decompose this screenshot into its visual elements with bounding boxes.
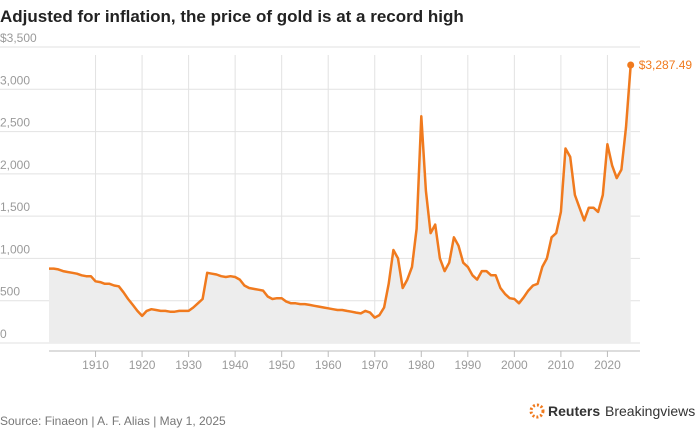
x-tick-label: 2020	[594, 358, 621, 372]
value-label: $3,287.49	[639, 58, 693, 72]
source: Source: Finaeon | A. F. Alias | May 1, 2…	[0, 414, 226, 428]
logo-icon	[529, 403, 545, 419]
y-tick-label: 1,500	[0, 200, 30, 214]
chart-title: Adjusted for inflation, the price of gol…	[0, 7, 464, 26]
x-tick-label: 1940	[222, 358, 249, 372]
x-tick-label: 1970	[361, 358, 388, 372]
end-point	[627, 61, 635, 69]
x-tick-label: 1980	[408, 358, 435, 372]
line	[49, 64, 632, 319]
x-tick-label: 1960	[315, 358, 342, 372]
x-tick-label: 1950	[268, 358, 295, 372]
logo-product: Breakingviews	[605, 403, 695, 419]
y-tick-label: 0	[0, 327, 7, 341]
y-tick-label: 3,000	[0, 73, 30, 87]
x-tick-label: 1930	[175, 358, 202, 372]
x-tick-label: 2010	[548, 358, 575, 372]
logo-brand: Reuters	[548, 403, 600, 419]
y-tick-label: 2,000	[0, 158, 30, 172]
y-tick-label: $3,500	[0, 31, 37, 45]
x-tick-label: 1920	[129, 358, 156, 372]
x-tick-label: 2000	[501, 358, 528, 372]
y-tick-label: 1,000	[0, 242, 30, 256]
x-tick-label: 1990	[454, 358, 481, 372]
logo: Reuters Breakingviews	[529, 403, 695, 419]
x-tick-label: 1910	[82, 358, 109, 372]
area	[49, 65, 631, 343]
y-tick-label: 500	[0, 285, 20, 299]
y-tick-label: 2,500	[0, 116, 30, 130]
